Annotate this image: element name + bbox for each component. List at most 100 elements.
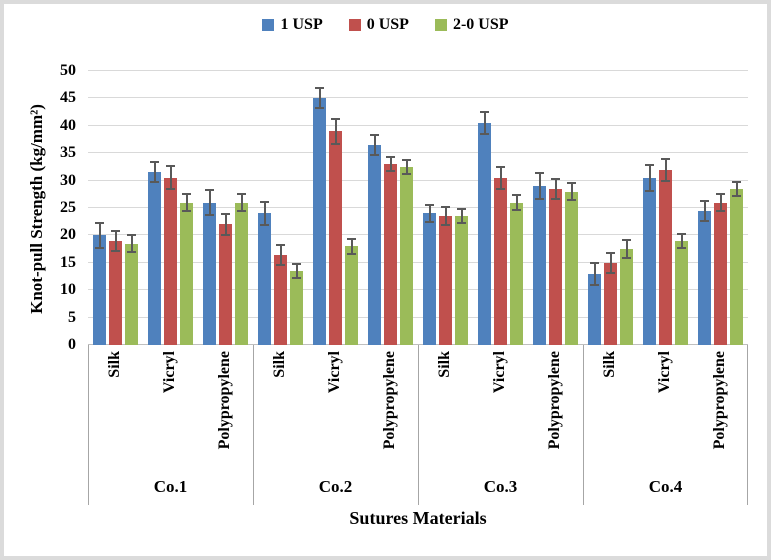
category-label-area: Silk Vicryl Polypropylene Co.1 Silk Vicryl Pol… — [88, 345, 748, 505]
legend-label: 2-0 USP — [452, 16, 509, 33]
error-bar-part — [664, 157, 667, 182]
cluster-label-vicryl: Vicryl — [491, 351, 509, 394]
bar-co-3-vicryl-2-0-usp — [510, 202, 523, 345]
error-bar-part — [680, 232, 683, 250]
cluster-label-cell-co-2-polypropylene: Polypropylene — [363, 351, 418, 475]
error-bar-co-3-silk-2-0-usp — [457, 208, 466, 225]
legend-item-2-0-usp: 2-0 USP — [434, 16, 509, 34]
bar-co-4-silk-2-0-usp — [620, 249, 633, 345]
error-bar-co-1-vicryl-2-0-usp — [182, 193, 191, 212]
bar-co-4-vicryl-1-usp — [643, 177, 656, 345]
error-bar-part — [185, 193, 188, 212]
bar-co-4-silk-1-usp — [588, 273, 601, 345]
bar-co-2-vicryl-2-0-usp — [345, 246, 358, 345]
group-label-co-2: Co.2 — [318, 477, 353, 496]
error-bar-part — [98, 221, 101, 250]
error-bar-co-4-silk-1-usp — [590, 261, 599, 286]
y-tick-label-40: 40 — [60, 116, 76, 134]
error-bar-part — [130, 233, 133, 254]
group-label-co-4: Co.4 — [648, 477, 683, 496]
error-bar-co-4-vicryl-0-usp — [661, 157, 670, 182]
bar-co-4-silk-0-usp — [604, 262, 617, 345]
cluster-label-silk: Silk — [271, 351, 289, 378]
cluster-label-cell-co-1-vicryl: Vicryl — [143, 351, 198, 475]
legend-item-0-usp: 0 USP — [348, 16, 409, 34]
error-bar-co-1-polypropylene-1-usp — [205, 189, 214, 216]
error-bar-co-1-silk-1-usp — [95, 221, 104, 250]
category-divider-line — [253, 345, 254, 505]
error-bar-part — [240, 192, 243, 213]
error-bar-co-1-polypropylene-2-0-usp — [237, 192, 246, 213]
group-label-co-3: Co.3 — [483, 477, 518, 496]
y-tick-label-30: 30 — [60, 171, 76, 189]
cluster-label-cell-co-2-vicryl: Vicryl — [308, 351, 363, 475]
bar-co-4-polypropylene-2-0-usp — [730, 188, 743, 345]
error-bar-co-1-vicryl-1-usp — [150, 161, 159, 184]
error-bar-part — [389, 155, 392, 173]
cluster-label-cell-co-3-silk: Silk — [418, 351, 473, 475]
error-bar-co-2-polypropylene-0-usp — [386, 155, 395, 173]
group-label-co-1: Co.1 — [153, 477, 188, 496]
plot-area — [88, 70, 748, 345]
error-bar-part — [334, 117, 337, 145]
error-bar-co-1-polypropylene-0-usp — [221, 212, 230, 236]
bar-co-3-vicryl-0-usp — [494, 177, 507, 345]
bar-co-3-polypropylene-0-usp — [549, 188, 562, 345]
cluster-label-polypropylene: Polypropylene — [711, 351, 729, 450]
cluster-label-vicryl: Vicryl — [656, 351, 674, 394]
cluster-label-silk: Silk — [436, 351, 454, 378]
legend-swatch-2-0-usp — [434, 19, 447, 31]
bar-co-1-vicryl-1-usp — [148, 172, 161, 345]
gridline-15 — [88, 261, 748, 263]
error-bar-part — [444, 206, 447, 227]
error-bar-co-1-silk-0-usp — [111, 229, 120, 252]
gridline-45 — [88, 97, 748, 99]
bar-co-2-polypropylene-0-usp — [384, 164, 397, 345]
error-bar-co-4-polypropylene-1-usp — [700, 199, 709, 222]
y-tick-label-5: 5 — [68, 308, 76, 326]
error-bar-part — [224, 212, 227, 236]
error-bar-part — [114, 229, 117, 252]
bar-co-1-silk-0-usp — [109, 240, 122, 345]
error-bar-part — [570, 181, 573, 202]
y-tick-label-50: 50 — [60, 62, 76, 79]
cluster-label-silk: Silk — [601, 351, 619, 378]
y-tick-label-10: 10 — [60, 281, 76, 299]
error-bar-co-4-silk-2-0-usp — [622, 239, 631, 259]
category-divider-line — [88, 345, 89, 505]
gridline-10 — [88, 289, 748, 291]
bar-co-4-polypropylene-1-usp — [698, 210, 711, 345]
cluster-label-cell-co-3-polypropylene: Polypropylene — [528, 351, 583, 475]
error-bar-part — [515, 194, 518, 211]
gridline-20 — [88, 234, 748, 236]
cluster-label-polypropylene: Polypropylene — [381, 351, 399, 450]
gridline-30 — [88, 179, 748, 181]
y-tick-label-25: 25 — [60, 199, 76, 216]
bar-co-3-polypropylene-1-usp — [533, 186, 546, 345]
error-bar-part — [208, 189, 211, 216]
bar-co-2-silk-2-0-usp — [290, 271, 303, 345]
error-bar-co-4-polypropylene-2-0-usp — [732, 180, 741, 198]
gridline-25 — [88, 207, 748, 208]
x-axis-line — [88, 344, 748, 345]
error-bar-part — [279, 243, 282, 266]
bar-co-3-silk-2-0-usp — [455, 216, 468, 345]
error-bar-part — [554, 177, 557, 200]
legend-swatch-0-usp — [348, 19, 361, 31]
cluster-label-cell-co-1-silk: Silk — [88, 351, 143, 475]
bar-co-3-polypropylene-2-0-usp — [565, 191, 578, 345]
error-bar-part — [538, 172, 541, 200]
bar-co-3-vicryl-1-usp — [478, 123, 491, 345]
error-bar-co-2-silk-2-0-usp — [292, 262, 301, 280]
error-bar-co-3-silk-0-usp — [441, 206, 450, 227]
error-bar-part — [499, 165, 502, 190]
bar-co-4-vicryl-0-usp — [659, 169, 672, 345]
cluster-label-vicryl: Vicryl — [161, 351, 179, 394]
error-bar-co-3-polypropylene-2-0-usp — [567, 181, 576, 202]
legend-label: 1 USP — [280, 16, 323, 33]
error-bar-part — [609, 251, 612, 274]
bar-co-2-polypropylene-1-usp — [368, 144, 381, 345]
y-tick-label-0: 0 — [68, 336, 76, 353]
gridline-50 — [88, 70, 748, 71]
error-bar-co-2-silk-0-usp — [276, 243, 285, 266]
